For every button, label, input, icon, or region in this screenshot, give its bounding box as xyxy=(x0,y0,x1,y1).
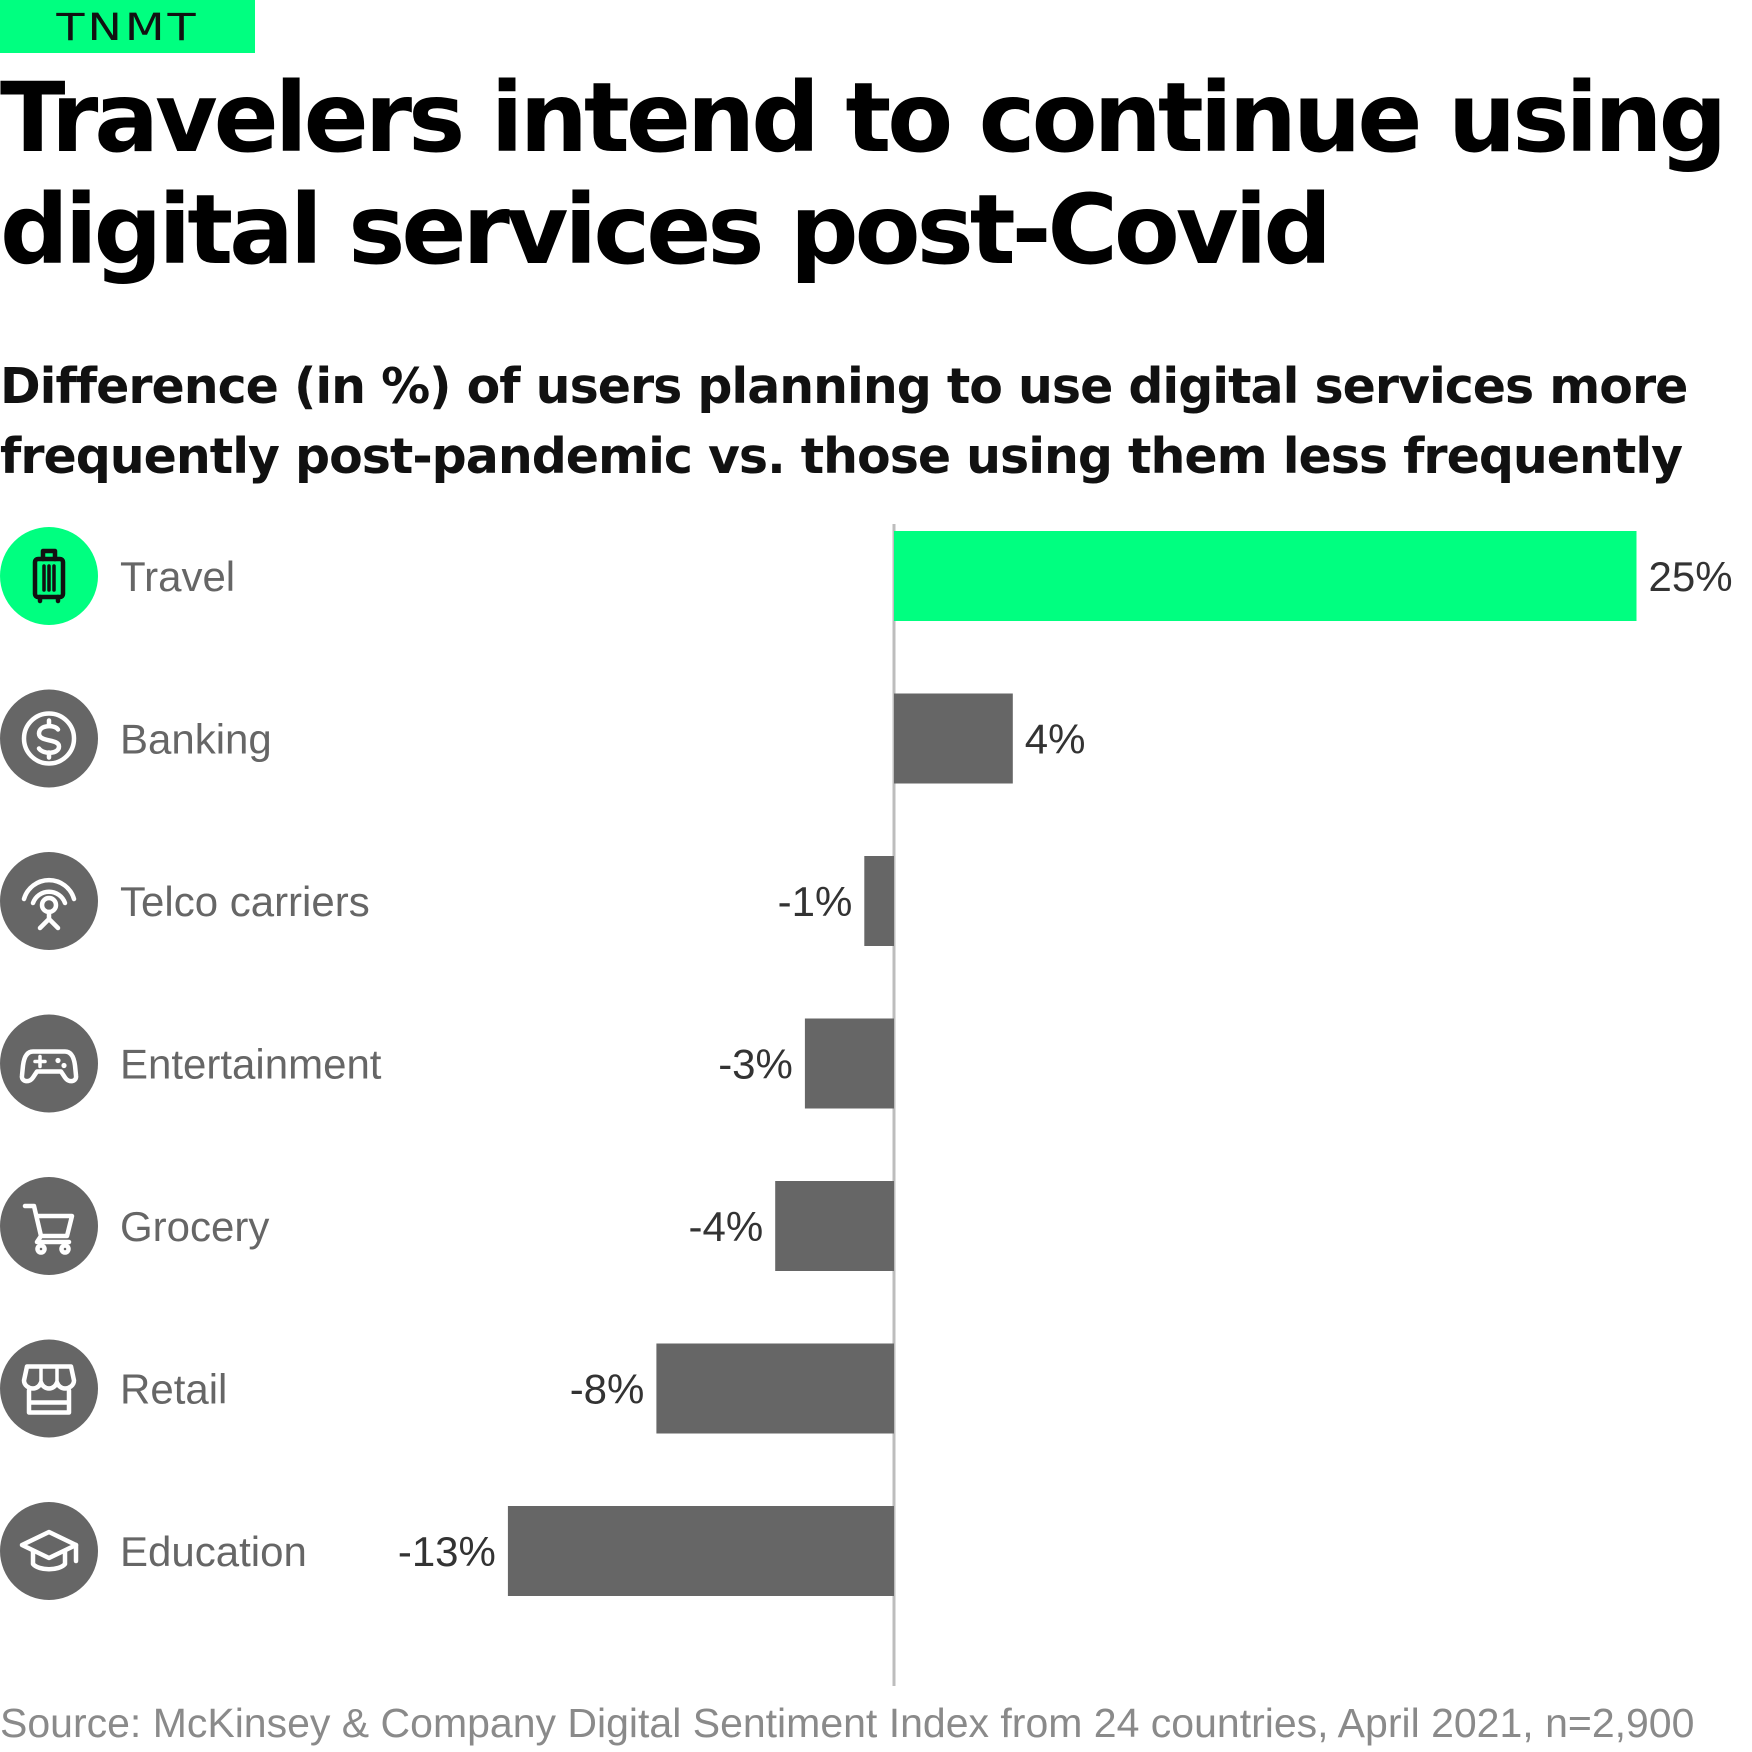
graduation-cap-icon xyxy=(0,1502,98,1600)
icon-badge xyxy=(0,1014,98,1113)
bar-education xyxy=(507,1506,894,1596)
icon-badge xyxy=(0,852,98,950)
value-label-entertainment: -3% xyxy=(718,1041,793,1088)
suitcase-icon xyxy=(0,527,98,625)
bar-banking xyxy=(894,693,1013,784)
value-label-retail: -8% xyxy=(570,1366,645,1413)
category-label-travel: Travel xyxy=(120,553,235,600)
brand-name: TNMT xyxy=(56,4,199,49)
category-label-telco-carriers: Telco carriers xyxy=(120,878,370,925)
value-label-travel: 25% xyxy=(1649,553,1733,600)
value-label-grocery: -4% xyxy=(688,1203,763,1250)
value-label-education: -13% xyxy=(398,1528,496,1575)
value-label-banking: 4% xyxy=(1025,716,1086,763)
antenna-signal-icon xyxy=(0,852,98,950)
category-label-banking: Banking xyxy=(120,716,272,763)
shopping-cart-icon xyxy=(0,1177,98,1275)
bar-travel xyxy=(894,531,1637,621)
bar-telco-carriers xyxy=(864,856,894,946)
value-label-telco-carriers: -1% xyxy=(778,878,853,925)
dollar-coin-icon xyxy=(0,689,98,788)
bar-chart: Travel 25% Banking 4% Telco carriers -1% Enter… xyxy=(0,524,1733,1686)
category-label-entertainment: Entertainment xyxy=(120,1041,382,1088)
source-note: Source: McKinsey & Company Digital Senti… xyxy=(0,1700,1695,1746)
chart-subtitle: Difference (in %) of users planning to u… xyxy=(0,358,1688,485)
category-label-retail: Retail xyxy=(120,1366,227,1413)
storefront-icon xyxy=(0,1339,98,1438)
gamepad-icon xyxy=(0,1014,98,1113)
icon-badge xyxy=(0,1502,98,1600)
bar-entertainment xyxy=(804,1018,894,1109)
icon-badge xyxy=(0,1177,98,1275)
bar-grocery xyxy=(775,1181,894,1271)
brand-logo: TNMT xyxy=(0,0,255,53)
chart-title: Travelers intend to continue using digit… xyxy=(0,62,1727,286)
bar-retail xyxy=(656,1343,894,1434)
category-label-education: Education xyxy=(120,1528,307,1575)
category-label-grocery: Grocery xyxy=(120,1203,269,1250)
